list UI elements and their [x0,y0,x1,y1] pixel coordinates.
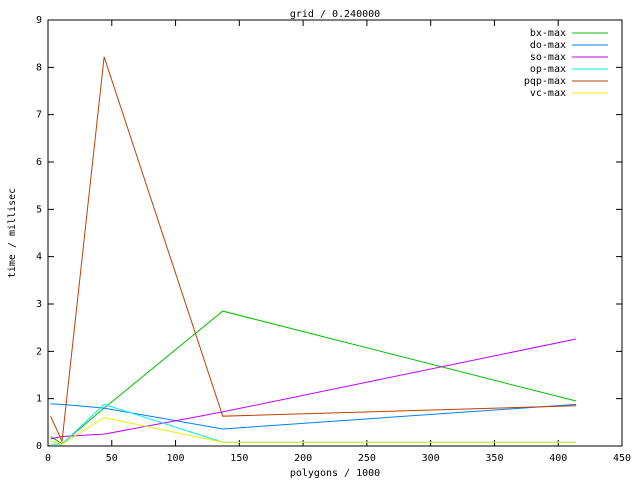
series-line [50,403,577,430]
legend-label: vc-max [530,88,566,99]
y-tick-label: 3 [36,299,42,310]
series-line [50,338,577,440]
series-line [50,310,577,445]
series-line [50,56,577,444]
y-tick-label: 7 [36,110,42,121]
y-tick-label: 8 [36,62,42,73]
x-tick-label: 450 [613,453,631,464]
legend-label: pqp-max [524,76,566,87]
x-tick-label: 0 [45,453,51,464]
chart-title: grid / 0.240000 [290,9,380,20]
y-tick-label: 1 [36,394,42,405]
series-line [50,417,577,445]
legend-label: op-max [530,64,566,75]
y-tick-label: 4 [36,252,42,263]
x-tick-label: 150 [230,453,248,464]
legend-label: bx-max [530,28,566,39]
y-tick-label: 0 [36,441,42,452]
x-tick-label: 350 [485,453,503,464]
legend-label: do-max [530,40,566,51]
y-axis-label: time / millisec [7,188,18,278]
y-tick-label: 5 [36,204,42,215]
x-tick-label: 300 [422,453,440,464]
y-tick-label: 9 [36,15,42,26]
x-axis-label: polygons / 1000 [290,468,380,479]
x-tick-label: 250 [358,453,376,464]
y-tick-label: 2 [36,346,42,357]
x-tick-label: 100 [167,453,185,464]
y-tick-label: 6 [36,157,42,168]
x-tick-label: 50 [106,453,118,464]
x-tick-label: 200 [294,453,312,464]
x-tick-label: 400 [549,453,567,464]
plot-border [47,19,623,447]
legend-label: so-max [530,52,566,63]
